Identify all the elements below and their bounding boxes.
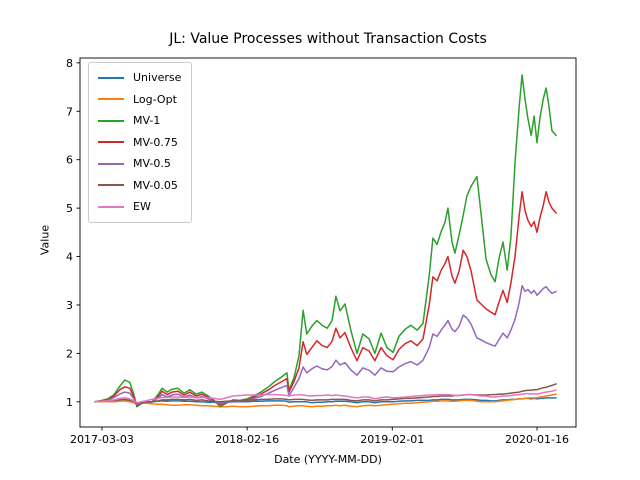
legend-item-MV-0.5: MV-0.5 <box>98 153 181 175</box>
axes-border <box>79 57 577 428</box>
legend-line-sample <box>98 76 124 79</box>
y-tick-label: 1 <box>66 396 73 409</box>
legend-line-sample <box>98 119 124 122</box>
y-tick-label: 8 <box>66 57 73 70</box>
x-tick-label: 2017-03-03 <box>70 433 134 446</box>
y-tick-label: 3 <box>66 299 73 312</box>
legend-line-sample <box>98 205 124 208</box>
series-line-EW <box>94 389 557 404</box>
legend-label: MV-0.75 <box>133 135 178 149</box>
y-tick-label: 2 <box>66 347 73 360</box>
x-tick-label: 2019-02-01 <box>360 433 424 446</box>
legend-line-sample <box>98 162 124 165</box>
legend-item-MV-0.05: MV-0.05 <box>98 175 181 197</box>
series-line-MV-1 <box>94 74 557 408</box>
y-tick-label: 6 <box>66 154 73 167</box>
y-axis-label: Value <box>38 224 52 256</box>
legend-item-Universe: Universe <box>98 67 181 89</box>
legend-item-MV-0.75: MV-0.75 <box>98 132 181 154</box>
series-line-MV-0.5 <box>94 284 557 405</box>
x-tick-label: 2020-01-16 <box>505 433 569 446</box>
y-tick-label: 7 <box>66 105 73 118</box>
legend-label: Log-Opt <box>133 92 177 106</box>
legend-line-sample <box>98 141 124 144</box>
legend-item-MV-1: MV-1 <box>98 110 181 132</box>
legend-line-sample <box>98 98 124 101</box>
legend-item-Log-Opt: Log-Opt <box>98 89 181 111</box>
legend-label: MV-1 <box>133 114 161 128</box>
series-line-Log-Opt <box>94 393 557 408</box>
legend-label: EW <box>133 200 151 214</box>
x-axis-label: Date (YYYY-MM-DD) <box>274 453 382 466</box>
x-tick-label: 2018-02-16 <box>215 433 279 446</box>
legend-line-sample <box>98 184 124 187</box>
series-line-Universe <box>94 397 557 405</box>
y-tick-label: 5 <box>66 202 73 215</box>
legend-label: MV-0.5 <box>133 157 171 171</box>
y-tick-label: 4 <box>66 251 73 264</box>
legend: Universe Log-Opt MV-1 MV-0.75 MV-0.5 MV-0.05 E… <box>88 62 193 223</box>
series-line-MV-0.05 <box>94 383 557 405</box>
series-line-MV-0.75 <box>94 190 557 406</box>
legend-item-EW: EW <box>98 196 181 218</box>
chart-title: JL: Value Processes without Transaction … <box>169 31 487 47</box>
legend-label: Universe <box>133 71 182 85</box>
legend-label: MV-0.05 <box>133 178 178 192</box>
